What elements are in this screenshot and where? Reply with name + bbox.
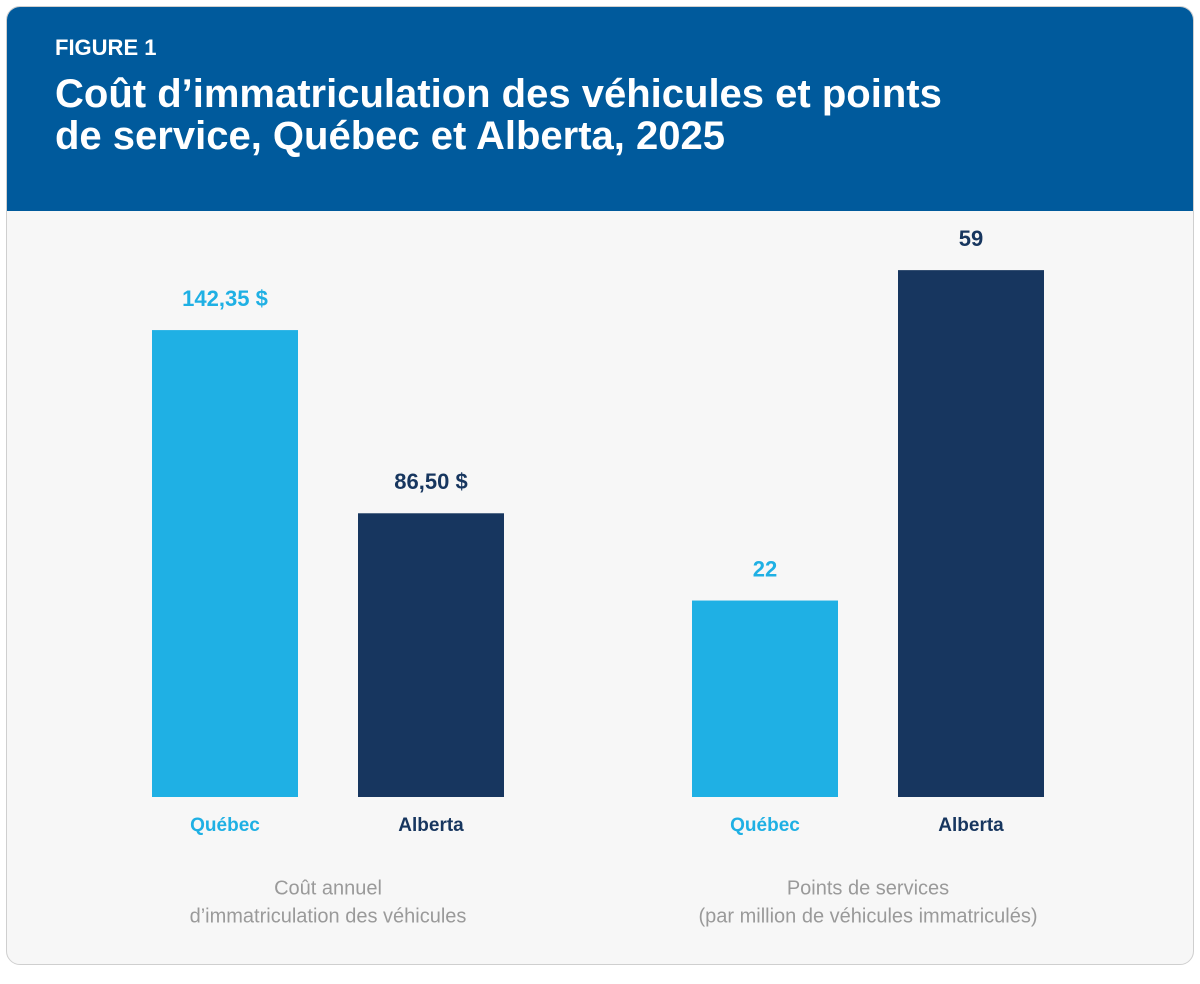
category-label: Québec <box>730 815 800 836</box>
axis-label: (par million de véhicules immatriculés) <box>699 905 1038 927</box>
bar <box>898 270 1044 797</box>
figure-label: FIGURE 1 <box>55 35 157 60</box>
figure-title: Coût d’immatriculation des véhicules et … <box>55 73 942 157</box>
value-label: 86,50 $ <box>394 469 467 494</box>
category-label: Alberta <box>398 815 464 836</box>
bar <box>358 513 504 797</box>
bar <box>692 600 838 797</box>
bar <box>152 330 298 797</box>
category-label: Québec <box>190 815 260 836</box>
title-line: Coût d’immatriculation des véhicules et … <box>55 72 942 116</box>
axis-label: Coût annuel <box>274 877 382 899</box>
value-label: 142,35 $ <box>182 286 268 311</box>
category-label: Alberta <box>938 815 1004 836</box>
value-label: 59 <box>959 226 983 251</box>
value-label: 22 <box>753 556 777 581</box>
title-line: de service, Québec et Alberta, 2025 <box>55 114 725 158</box>
header: FIGURE 1 Coût d’immatriculation des véhi… <box>7 7 1193 211</box>
axis-label: d’immatriculation des véhicules <box>190 905 467 927</box>
axis-label: Points de services <box>787 877 949 899</box>
